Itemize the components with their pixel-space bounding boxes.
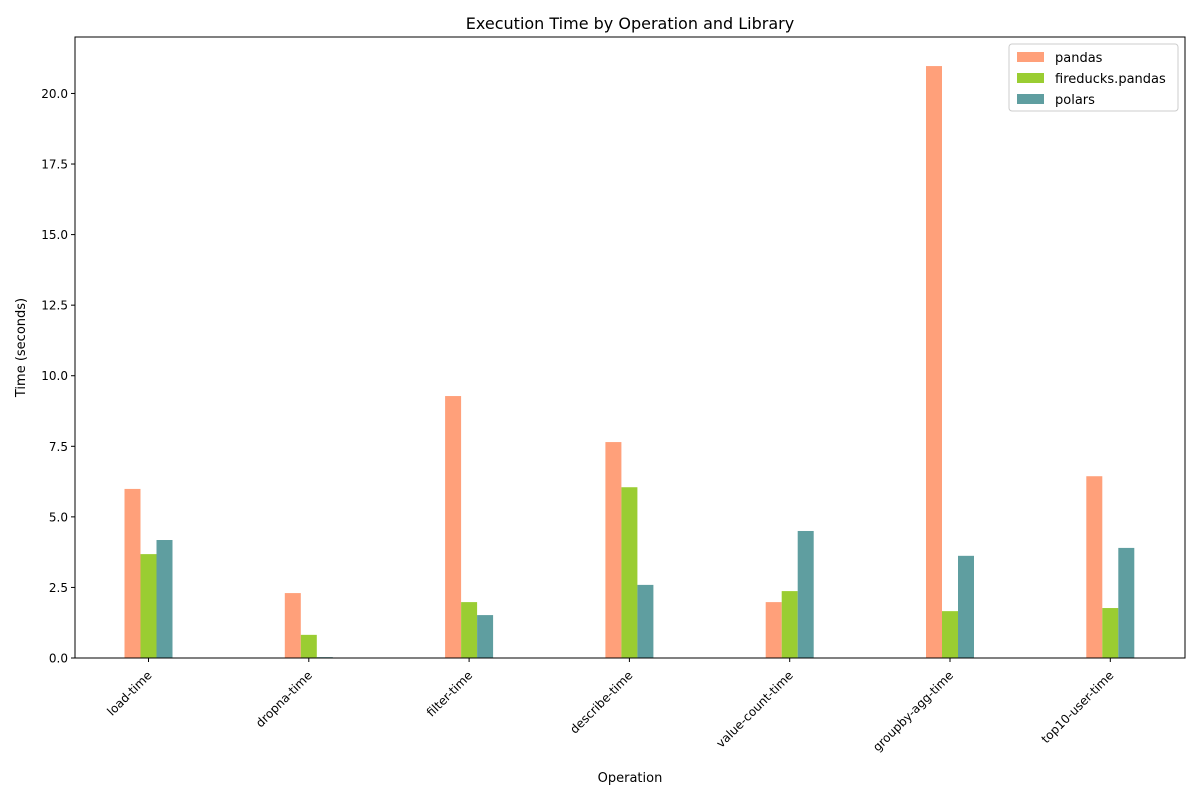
x-axis: load-time dropna-time filter-time describe-… [104,658,1116,754]
legend-item: pandas [1017,51,1103,66]
plot-area [74,36,1186,659]
bar-fireducks-pandas-filter-time [461,602,478,658]
legend-label: fireducks.pandas [1055,72,1166,87]
x-tick-label: describe-time [567,668,635,736]
x-axis-label: Operation [598,771,663,786]
x-tick-label: filter-time [424,668,475,719]
legend: pandas fireducks.pandas polars [1008,43,1179,112]
bar-fireducks-pandas-top10-user-time [1102,608,1119,658]
legend-item: polars [1017,93,1095,108]
bar-polars-describe-time [637,584,654,658]
legend-swatch [1017,94,1044,104]
y-tick-label: 0.0 [49,652,68,666]
bar-pandas-load-time [124,488,141,658]
y-tick-label: 20.0 [41,87,68,101]
y-axis: 0.0 2.5 5.0 7.5 10.0 12.5 15.0 17.5 20.0 [41,87,75,666]
legend-label: pandas [1055,51,1103,66]
bar-fireducks-pandas-dropna-time [300,634,317,658]
x-tick-label: value-count-time [714,668,796,750]
y-tick-label: 17.5 [41,158,68,172]
legend-item: fireducks.pandas [1017,72,1166,87]
bar-fireducks-pandas-load-time [140,554,157,658]
bar-pandas-groupby-agg-time [926,66,942,658]
series-polars [156,530,1135,658]
bar-pandas-dropna-time [284,593,301,658]
y-tick-label: 2.5 [49,581,68,595]
y-tick-label: 7.5 [49,440,68,454]
legend-frame [1008,43,1179,112]
bar-polars-value-count-time [797,530,814,658]
bar-polars-load-time [156,540,173,658]
bar-polars-groupby-agg-time [958,555,974,658]
series-fireducks-pandas [140,487,1119,658]
bar-fireducks-pandas-value-count-time [781,591,798,658]
bar-polars-filter-time [477,615,494,658]
bar-pandas-describe-time [605,442,622,658]
y-tick-label: 12.5 [41,299,68,313]
x-tick-label: groupby-agg-time [870,668,956,754]
y-tick-label: 15.0 [41,228,68,242]
bar-pandas-value-count-time [765,602,782,658]
x-tick-label: top10-user-time [1039,668,1117,746]
y-tick-label: 5.0 [49,510,68,524]
chart-title: Execution Time by Operation and Library [466,14,794,33]
y-tick-label: 10.0 [41,369,68,383]
x-tick-label: load-time [104,668,154,718]
bar-polars-top10-user-time [1118,547,1135,658]
bar-fireducks-pandas-describe-time [621,487,638,658]
y-axis-label: Time (seconds) [14,298,29,398]
bar-pandas-top10-user-time [1086,476,1103,658]
axes-frame [74,36,1186,659]
bar-fireducks-pandas-groupby-agg-time [942,611,958,658]
bar-pandas-filter-time [445,396,462,658]
legend-swatch [1017,73,1044,83]
series-pandas [124,66,1103,658]
x-tick-label: dropna-time [253,668,315,730]
legend-swatch [1017,52,1044,62]
legend-label: polars [1055,93,1095,108]
